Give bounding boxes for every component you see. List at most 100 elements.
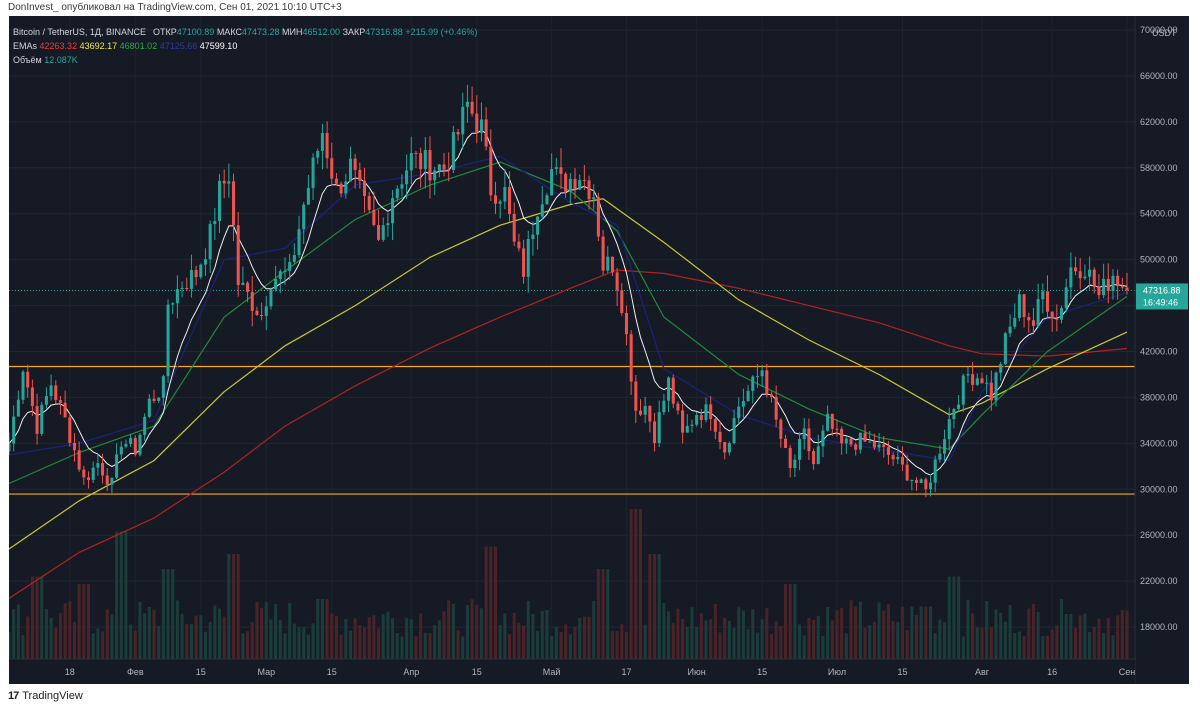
volume-bar	[531, 614, 535, 659]
time-tick-label: 15	[327, 667, 337, 677]
price-tick-label: 30000.00	[1140, 484, 1178, 494]
candle-body	[900, 456, 904, 465]
candle-body	[573, 178, 577, 190]
volume-bar	[119, 531, 123, 659]
close-value: 47316.88	[365, 27, 403, 37]
volume-bar	[461, 636, 465, 659]
volume-bar	[1045, 635, 1049, 659]
candle-body	[339, 183, 343, 194]
candle-body	[246, 282, 250, 292]
ema-value-200: 42263.32	[40, 41, 78, 51]
volume-bar	[465, 604, 469, 659]
candle-body	[503, 187, 507, 202]
ema-line-ema100	[9, 198, 1128, 550]
candle-body	[9, 443, 11, 452]
time-tick-label: 15	[897, 667, 907, 677]
volume-bar	[306, 634, 310, 659]
candle-body	[910, 479, 914, 481]
price-chart[interactable]: 40695.9529585.15 70000.00 66000.00 62000.0…	[9, 16, 1189, 684]
chart-panel[interactable]: 40695.9529585.15 70000.00 66000.00 62000.0…	[9, 16, 1189, 684]
volume-bar	[96, 628, 100, 659]
candle-body	[194, 270, 198, 278]
volume-bar	[311, 623, 315, 659]
candle-body	[545, 195, 549, 205]
volume-bar	[274, 604, 278, 659]
volume-bar	[334, 616, 338, 659]
volume-bar	[9, 631, 11, 659]
candles	[9, 84, 1129, 498]
volume-bar	[133, 630, 137, 659]
candle-body	[241, 282, 245, 286]
price-tick-label: 38000.00	[1140, 392, 1178, 402]
volume-bar	[526, 600, 530, 659]
candle-body	[957, 404, 961, 410]
candle-body	[765, 370, 769, 395]
candle-body	[624, 312, 628, 335]
volume-bar	[16, 604, 20, 659]
candle-body	[578, 180, 582, 190]
volume-bar	[699, 613, 703, 659]
candle-body	[648, 405, 652, 422]
volume-bar	[391, 618, 395, 659]
volume-bar	[643, 624, 647, 659]
volume-bar	[1013, 632, 1017, 659]
candle-body	[138, 434, 142, 455]
candle-body	[423, 150, 427, 170]
candle-body	[283, 270, 287, 272]
candle-body	[568, 178, 572, 192]
candle-body	[44, 396, 48, 405]
candle-body	[447, 169, 451, 171]
volume-bar	[657, 554, 661, 659]
volume-bar	[77, 584, 81, 659]
candle-body	[297, 229, 301, 256]
volume-bar	[1106, 617, 1110, 659]
volume-bar	[105, 609, 109, 659]
candle-body	[615, 272, 619, 291]
volume-bar	[601, 569, 605, 659]
volume-bar	[30, 576, 34, 659]
candle-body	[760, 370, 764, 377]
volume-label: Объём	[13, 55, 42, 65]
candle-body	[353, 158, 357, 170]
candle-body	[709, 404, 713, 420]
volume-bar	[260, 608, 264, 659]
price-tick-label: 34000.00	[1140, 438, 1178, 448]
candle-body	[330, 158, 334, 179]
volume-bar	[966, 599, 970, 659]
volume-bar	[1017, 631, 1021, 659]
tradingview-logo[interactable]: 17 TradingView	[8, 689, 83, 703]
volume-bar	[938, 619, 942, 659]
candle-body	[484, 119, 488, 147]
volume-bar	[339, 634, 343, 659]
volume-bar	[138, 601, 142, 659]
volume-bar	[72, 622, 77, 659]
candle-body	[774, 396, 778, 420]
candle-body	[405, 170, 409, 185]
candle-body	[363, 180, 367, 196]
volume-bar	[760, 619, 764, 659]
volume-bar	[550, 635, 554, 659]
volume-bar	[493, 546, 498, 659]
volume-bar	[428, 633, 432, 659]
candle-body	[367, 195, 371, 210]
volume-bar	[447, 600, 451, 659]
candle-body	[372, 209, 376, 226]
volume-bar	[1031, 603, 1035, 659]
candle-body	[854, 444, 858, 450]
candle-body	[21, 371, 25, 400]
volume-bar	[470, 599, 474, 659]
volume-bar	[1120, 610, 1124, 659]
candle-body	[358, 169, 362, 181]
volume-bar	[573, 626, 577, 659]
volume-bar	[152, 609, 156, 659]
candle-body	[227, 181, 231, 184]
candle-body	[199, 264, 203, 278]
candle-body	[320, 132, 324, 151]
candle-body	[475, 113, 479, 133]
volume-bar	[498, 624, 502, 659]
candle-body	[68, 417, 72, 443]
time-tick-label: Май	[543, 667, 561, 677]
volume-bar	[886, 603, 890, 659]
candle-countdown-label: 16:49:46	[1143, 297, 1178, 307]
candle-body	[723, 442, 727, 453]
